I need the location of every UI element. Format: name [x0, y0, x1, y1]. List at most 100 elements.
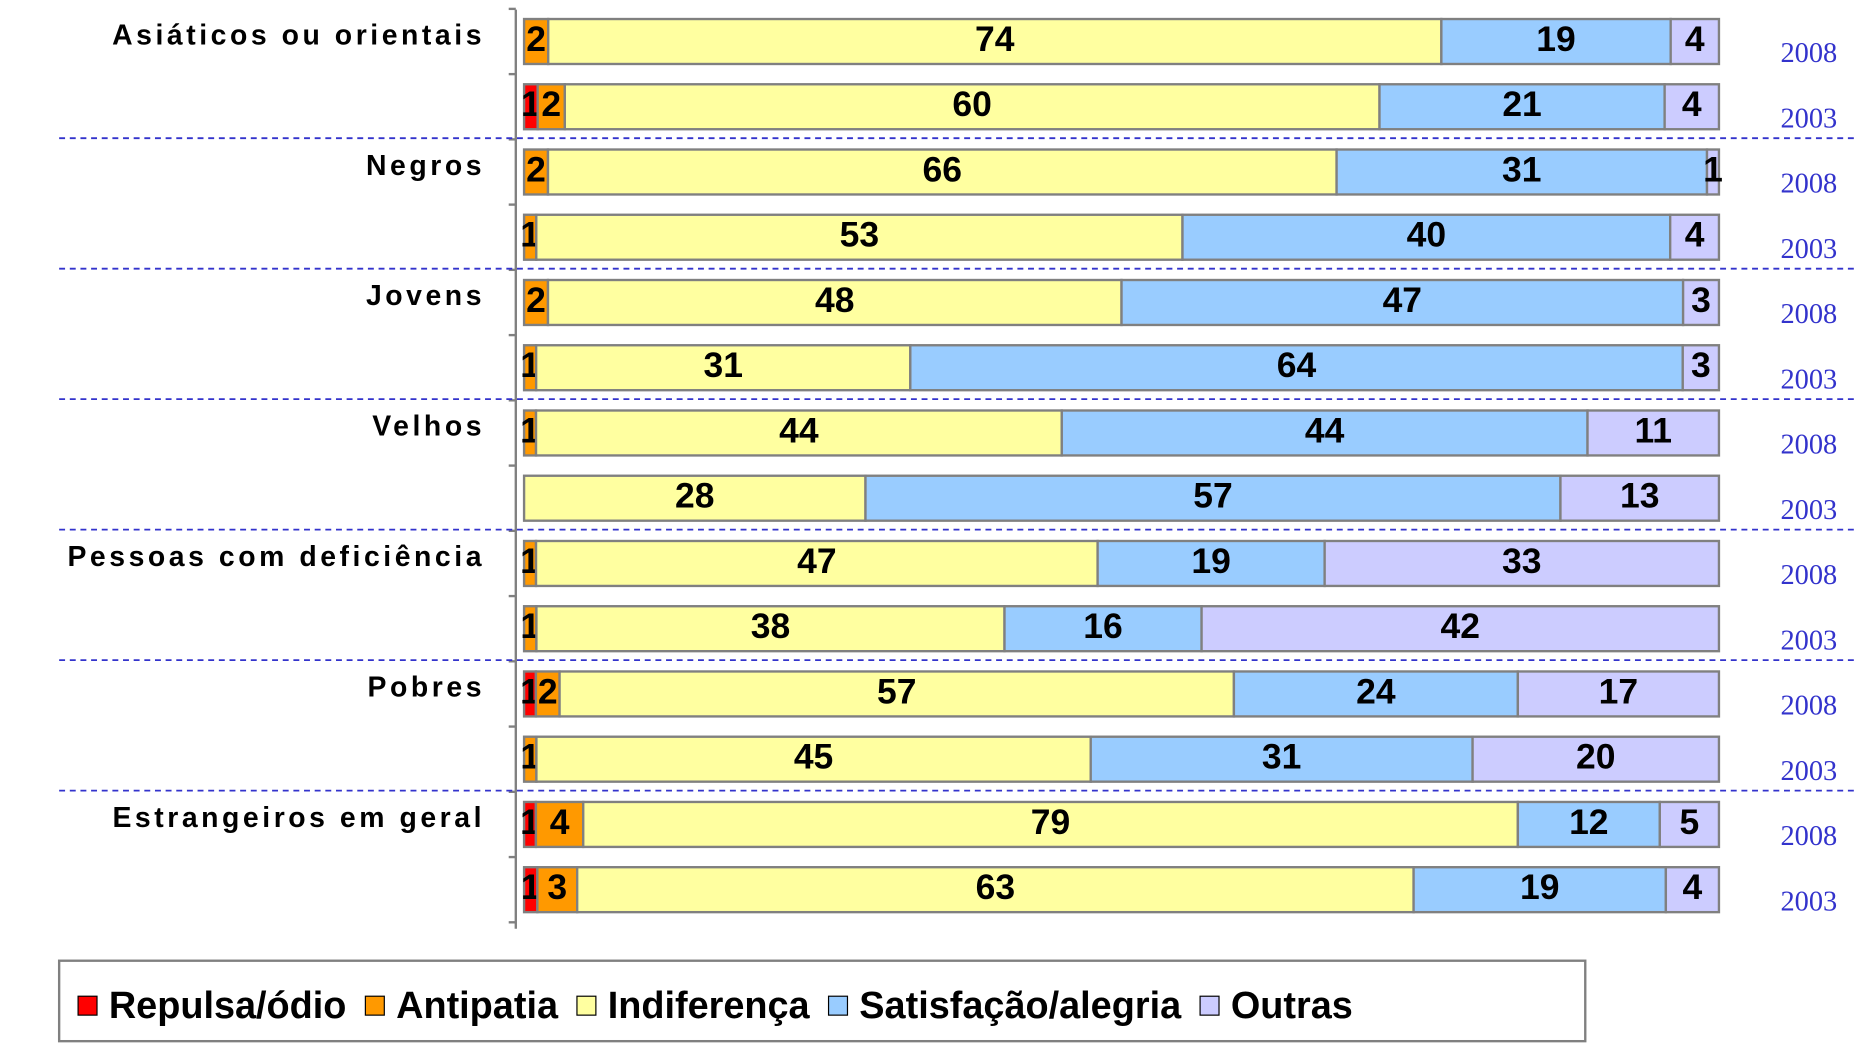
segment-label: 33: [1502, 541, 1541, 581]
bar-segment: [547, 17, 1443, 66]
year-label: 2008: [1780, 38, 1837, 69]
group-label: Jovens: [366, 280, 485, 312]
legend-label: Outras: [1231, 985, 1353, 1027]
bar-segment: [1323, 539, 1721, 588]
bar-segment: [1378, 83, 1666, 131]
bar-segment: [1120, 278, 1685, 327]
segment-label: 4: [1682, 84, 1702, 124]
segment-label: 57: [877, 671, 916, 711]
year-label: 2003: [1780, 756, 1837, 787]
group-label: Asiáticos ou orientais: [112, 19, 485, 51]
bar-segment: [535, 213, 1184, 261]
group-label: Pobres: [368, 672, 486, 704]
segment-label: 64: [1277, 345, 1317, 385]
segment-label: 47: [1383, 280, 1422, 320]
segment-label: 31: [703, 345, 742, 385]
year-label: 2003: [1780, 625, 1837, 656]
segment-label: 1: [520, 737, 540, 777]
bar-segment: [1668, 213, 1721, 261]
bar-segment: [1664, 866, 1721, 914]
bar-segment: [1335, 148, 1709, 196]
segment-label: 1: [1703, 149, 1723, 189]
segment-label: 19: [1536, 19, 1575, 59]
segment-label: 1: [521, 84, 541, 124]
segment-label: 63: [976, 867, 1015, 907]
bar-segment: [1200, 605, 1721, 653]
year-label: 2008: [1780, 430, 1837, 461]
segment-label: 2: [538, 671, 558, 711]
segment-label: 2: [526, 280, 546, 320]
legend-swatch: [1199, 995, 1220, 1016]
year-label: 2003: [1780, 886, 1837, 917]
segment-label: 16: [1083, 606, 1122, 646]
bar-segment: [582, 800, 1520, 849]
segment-label: 11: [1634, 410, 1672, 450]
year-label: 2008: [1780, 299, 1837, 330]
legend-swatch: [77, 995, 98, 1016]
year-label: 2008: [1780, 821, 1837, 852]
group-label: Estrangeiros em geral: [112, 802, 485, 834]
year-label: 2008: [1780, 691, 1837, 722]
bar-segment: [1440, 17, 1672, 66]
legend-label: Antipatia: [396, 985, 559, 1027]
segment-label: 3: [1691, 280, 1711, 320]
legend-box: [57, 959, 1587, 1043]
segment-label: 20: [1576, 737, 1615, 777]
year-label: 2008: [1780, 560, 1837, 591]
bar-segment: [1559, 474, 1721, 522]
segment-label: 44: [779, 410, 819, 450]
legend-swatch: [576, 995, 597, 1016]
legend-label: Repulsa/ódio: [109, 985, 347, 1027]
segment-label: 13: [1620, 476, 1659, 516]
bar-segment: [1181, 213, 1672, 261]
segment-label: 24: [1356, 671, 1396, 711]
bar-segment: [1669, 17, 1721, 66]
bar-segment: [534, 800, 585, 849]
segment-label: 3: [1691, 345, 1711, 385]
year-label: 2003: [1780, 234, 1837, 265]
year-label: 2003: [1780, 103, 1837, 134]
legend-swatch: [827, 995, 849, 1016]
segment-label: 28: [675, 476, 714, 516]
segment-label: 42: [1441, 606, 1480, 646]
segment-label: 79: [1031, 802, 1070, 842]
segment-label: 3: [547, 867, 567, 907]
segment-label: 47: [797, 541, 836, 581]
bar-segment: [546, 148, 1338, 196]
segment-label: 44: [1305, 410, 1345, 450]
bar-segment: [534, 409, 1063, 457]
segment-label: 48: [815, 280, 854, 320]
bar-segment: [536, 866, 579, 914]
bar-segment: [1658, 800, 1721, 849]
group-label: Negros: [366, 150, 485, 182]
segment-label: 4: [1683, 867, 1703, 907]
segment-label: 40: [1407, 215, 1446, 255]
group-label: Velhos: [372, 411, 485, 443]
year-label: 2003: [1780, 495, 1837, 526]
segment-label: 45: [794, 737, 833, 777]
bar-segment: [1060, 409, 1589, 457]
bar-segment: [1586, 409, 1721, 457]
segment-label: 1: [520, 606, 540, 646]
segment-label: 12: [1569, 802, 1608, 842]
bar-segment: [1003, 605, 1203, 653]
segment-label: 2: [526, 149, 546, 189]
segment-label: 21: [1502, 84, 1541, 124]
bar-segment: [909, 344, 1684, 392]
segment-label: 5: [1680, 802, 1700, 842]
year-label: 2003: [1780, 364, 1837, 395]
legend-label: Satisfação/alegria: [859, 985, 1182, 1027]
segment-label: 31: [1502, 149, 1541, 189]
segment-label: 2: [526, 19, 546, 59]
bar-segment: [1681, 344, 1721, 392]
segment-label: 19: [1191, 541, 1230, 581]
bar-segment: [534, 539, 1099, 588]
segment-label: 31: [1262, 737, 1301, 777]
segment-label: 74: [975, 19, 1015, 59]
segment-label: 1: [521, 867, 541, 907]
segment-label: 38: [751, 606, 790, 646]
segment-label: 57: [1193, 476, 1232, 516]
bar-segment: [535, 735, 1092, 783]
segment-label: 4: [550, 802, 570, 842]
